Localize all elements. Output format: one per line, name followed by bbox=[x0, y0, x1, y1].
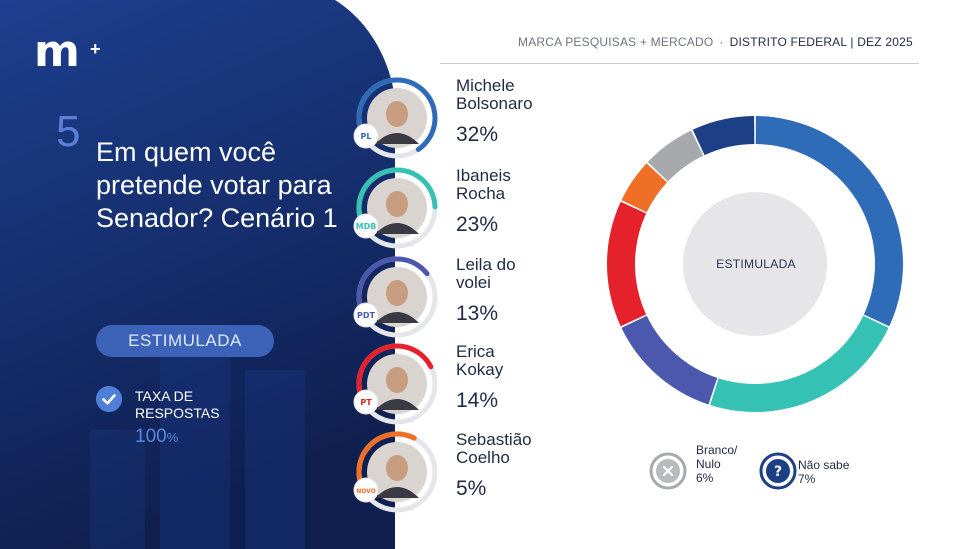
donut-slice bbox=[647, 130, 704, 182]
response-rate-label: TAXA DE RESPOSTAS bbox=[135, 388, 220, 421]
candidate-item: MDB Ibaneis Rocha 23% bbox=[352, 167, 582, 253]
donut-slice bbox=[710, 315, 889, 413]
party-label: MDB bbox=[356, 222, 377, 231]
candidate-name: Sebastião Coelho bbox=[456, 430, 532, 467]
candidate-photo-ring: PL bbox=[353, 77, 438, 159]
donut-center bbox=[683, 192, 827, 336]
candidate-name: Leila do volei bbox=[456, 255, 516, 292]
party-mdb-icon: MDB bbox=[353, 213, 379, 239]
header-divider bbox=[440, 63, 919, 64]
candidate-name: Erica Kokay bbox=[456, 342, 504, 379]
chart-center-label: ESTIMULADA bbox=[716, 257, 796, 271]
party-novo-icon: NOVO bbox=[353, 477, 379, 503]
question-icon: ? bbox=[759, 452, 797, 490]
candidate-percentage: 14% bbox=[456, 389, 499, 412]
source-line: MARCA PESQUISAS + MERCADO · DISTRITO FEDER… bbox=[518, 35, 913, 49]
legend-nao-sabe: Não sabe 7% bbox=[798, 458, 850, 486]
question-text: Em quem você pretende votar para Senador… bbox=[96, 137, 338, 233]
candidate-percentage: 5% bbox=[456, 477, 487, 500]
party-pdt-icon: PDT bbox=[353, 302, 379, 328]
candidate-name: Michele Bolsonaro bbox=[456, 76, 533, 113]
donut-slice bbox=[755, 116, 904, 327]
estimulada-badge: ESTIMULADA bbox=[96, 325, 274, 357]
donut-slice bbox=[621, 163, 668, 213]
candidate-photo-ring: PDT bbox=[353, 256, 438, 338]
party-label: NOVO bbox=[356, 488, 376, 495]
donut-slice bbox=[607, 201, 647, 327]
source-name: MARCA PESQUISAS + MERCADO bbox=[518, 35, 714, 49]
party-label: PDT bbox=[357, 311, 376, 320]
response-rate-value: 100% bbox=[135, 426, 179, 447]
region-date: DISTRITO FEDERAL | DEZ 2025 bbox=[729, 35, 913, 49]
candidate-item: PL Michele Bolsonaro 32% bbox=[352, 77, 582, 163]
check-icon bbox=[96, 386, 122, 412]
candidate-photo-ring: PT bbox=[353, 343, 438, 425]
donut-chart bbox=[607, 116, 904, 413]
party-label: PT bbox=[360, 398, 372, 407]
brand-logo-plus: + bbox=[90, 39, 101, 59]
donut-slice bbox=[621, 315, 718, 405]
candidate-percentage: 13% bbox=[456, 302, 499, 325]
x-icon bbox=[649, 452, 687, 490]
candidate-percentage: 23% bbox=[456, 213, 499, 236]
candidate-percentage: 32% bbox=[456, 123, 499, 146]
source-separator: · bbox=[719, 35, 724, 49]
candidate-item: NOVO Sebastião Coelho 5% bbox=[352, 431, 582, 517]
svg-text:?: ? bbox=[774, 464, 782, 480]
party-label: PL bbox=[361, 132, 372, 141]
candidate-item: PT Erica Kokay 14% bbox=[352, 343, 582, 429]
candidate-name: Ibaneis Rocha bbox=[456, 166, 511, 203]
question-number: 5 bbox=[56, 107, 81, 156]
party-pt-icon: PT bbox=[353, 389, 379, 415]
party-pl-icon: PL bbox=[353, 123, 379, 149]
candidate-item: PDT Leila do volei 13% bbox=[352, 256, 582, 342]
brand-logo: m bbox=[34, 26, 80, 77]
legend-branco: Branco/ Nulo 6% bbox=[696, 443, 738, 485]
donut-slice bbox=[692, 116, 755, 156]
candidate-photo-ring: MDB bbox=[353, 167, 438, 249]
candidate-photo-ring: NOVO bbox=[353, 431, 438, 513]
